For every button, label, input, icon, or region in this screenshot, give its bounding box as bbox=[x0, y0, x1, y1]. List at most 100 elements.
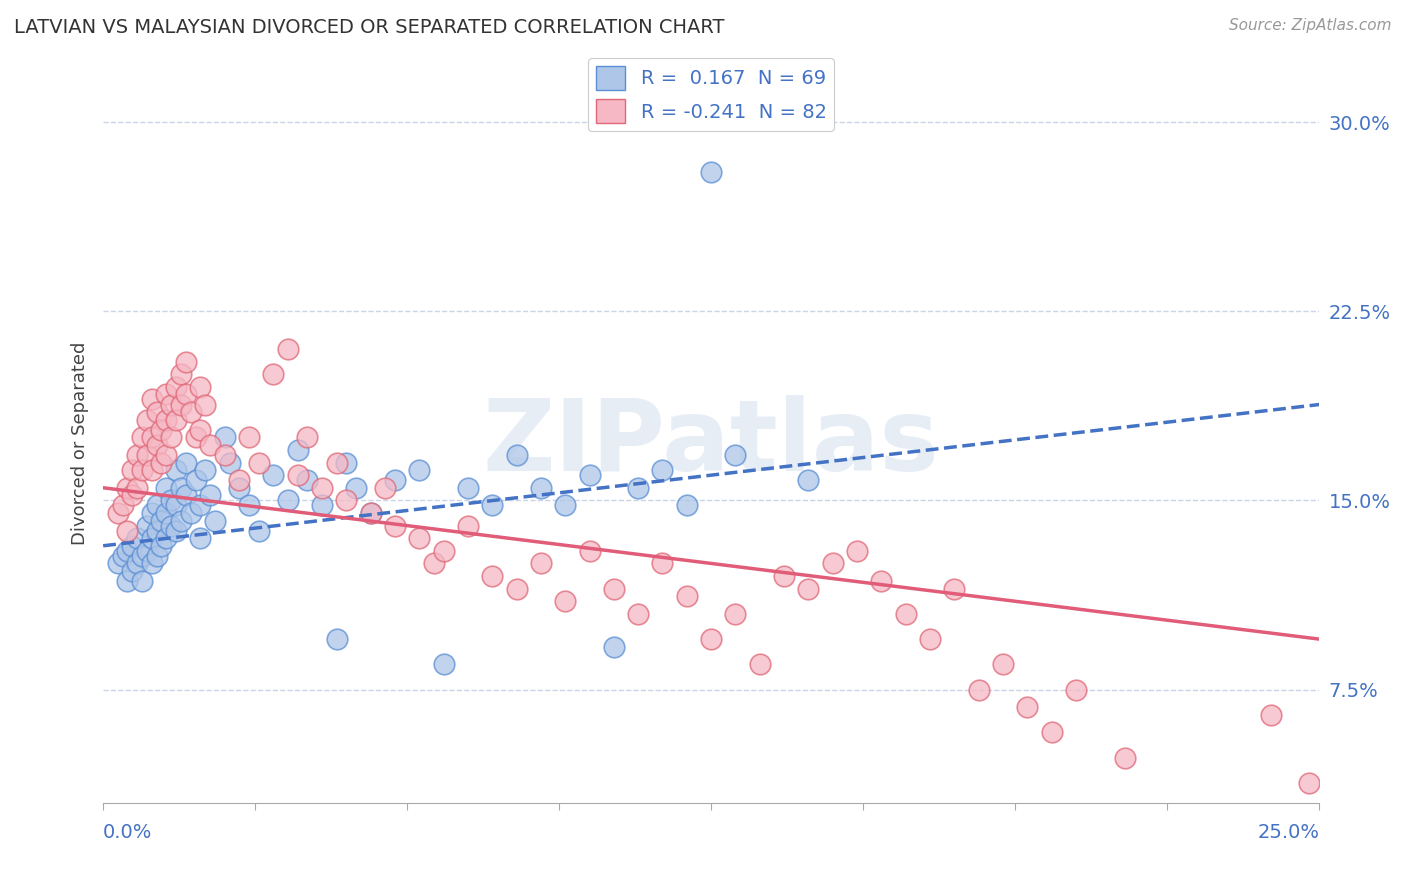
Point bbox=[287, 442, 309, 457]
Text: Source: ZipAtlas.com: Source: ZipAtlas.com bbox=[1229, 18, 1392, 33]
Point bbox=[145, 499, 167, 513]
Point bbox=[627, 481, 650, 495]
Point bbox=[603, 582, 626, 596]
Point bbox=[214, 448, 236, 462]
Point bbox=[194, 398, 217, 412]
Point bbox=[190, 499, 212, 513]
Point bbox=[165, 499, 187, 513]
Point bbox=[675, 589, 697, 603]
Point bbox=[165, 412, 187, 426]
Point bbox=[190, 423, 212, 437]
Point bbox=[155, 481, 177, 495]
Point bbox=[190, 531, 212, 545]
Point bbox=[121, 463, 143, 477]
Point bbox=[145, 524, 167, 538]
Point bbox=[117, 481, 139, 495]
Point bbox=[127, 557, 149, 571]
Point bbox=[111, 549, 134, 563]
Point bbox=[150, 423, 173, 437]
Point bbox=[700, 165, 723, 179]
Point bbox=[117, 544, 139, 558]
Point bbox=[121, 564, 143, 578]
Point bbox=[374, 481, 396, 495]
Point bbox=[247, 456, 270, 470]
Point bbox=[700, 632, 723, 646]
Point bbox=[170, 398, 193, 412]
Point bbox=[384, 518, 406, 533]
Point bbox=[145, 438, 167, 452]
Point bbox=[1040, 725, 1063, 739]
Point bbox=[121, 488, 143, 502]
Point bbox=[1064, 682, 1087, 697]
Point bbox=[1260, 707, 1282, 722]
Point bbox=[155, 448, 177, 462]
Text: 0.0%: 0.0% bbox=[103, 823, 152, 842]
Point bbox=[846, 544, 869, 558]
Point bbox=[651, 557, 673, 571]
Text: ZIPatlas: ZIPatlas bbox=[482, 395, 939, 492]
Point bbox=[433, 544, 456, 558]
Point bbox=[943, 582, 966, 596]
Point bbox=[247, 524, 270, 538]
Point bbox=[457, 481, 479, 495]
Point bbox=[131, 430, 153, 444]
Point bbox=[578, 544, 600, 558]
Point bbox=[724, 448, 747, 462]
Point bbox=[131, 549, 153, 563]
Point bbox=[180, 405, 202, 419]
Point bbox=[344, 481, 367, 495]
Point bbox=[797, 473, 820, 487]
Point bbox=[184, 430, 207, 444]
Point bbox=[174, 488, 197, 502]
Point bbox=[174, 387, 197, 401]
Point bbox=[141, 531, 163, 545]
Point bbox=[554, 499, 576, 513]
Point bbox=[155, 412, 177, 426]
Point bbox=[1017, 700, 1039, 714]
Point bbox=[127, 448, 149, 462]
Point bbox=[262, 468, 284, 483]
Point bbox=[107, 506, 129, 520]
Point bbox=[262, 368, 284, 382]
Point bbox=[554, 594, 576, 608]
Point bbox=[160, 398, 183, 412]
Point bbox=[1114, 750, 1136, 764]
Point bbox=[145, 549, 167, 563]
Point bbox=[530, 481, 553, 495]
Point bbox=[218, 456, 240, 470]
Point bbox=[160, 430, 183, 444]
Point bbox=[117, 574, 139, 588]
Point bbox=[174, 354, 197, 368]
Point bbox=[277, 493, 299, 508]
Point bbox=[870, 574, 893, 588]
Point bbox=[578, 468, 600, 483]
Point bbox=[821, 557, 844, 571]
Point bbox=[145, 405, 167, 419]
Point bbox=[408, 531, 430, 545]
Point bbox=[135, 448, 157, 462]
Point bbox=[675, 499, 697, 513]
Point bbox=[335, 456, 357, 470]
Point bbox=[1298, 776, 1320, 790]
Point bbox=[141, 463, 163, 477]
Point bbox=[165, 524, 187, 538]
Point bbox=[894, 607, 917, 621]
Point bbox=[111, 499, 134, 513]
Point bbox=[773, 569, 796, 583]
Point bbox=[724, 607, 747, 621]
Point bbox=[170, 368, 193, 382]
Point bbox=[297, 473, 319, 487]
Text: 25.0%: 25.0% bbox=[1257, 823, 1319, 842]
Point bbox=[160, 518, 183, 533]
Point bbox=[135, 518, 157, 533]
Point bbox=[651, 463, 673, 477]
Point bbox=[135, 544, 157, 558]
Point bbox=[228, 481, 250, 495]
Point bbox=[311, 499, 333, 513]
Point bbox=[131, 574, 153, 588]
Point bbox=[155, 387, 177, 401]
Point bbox=[287, 468, 309, 483]
Point bbox=[150, 514, 173, 528]
Point bbox=[141, 392, 163, 407]
Point bbox=[155, 506, 177, 520]
